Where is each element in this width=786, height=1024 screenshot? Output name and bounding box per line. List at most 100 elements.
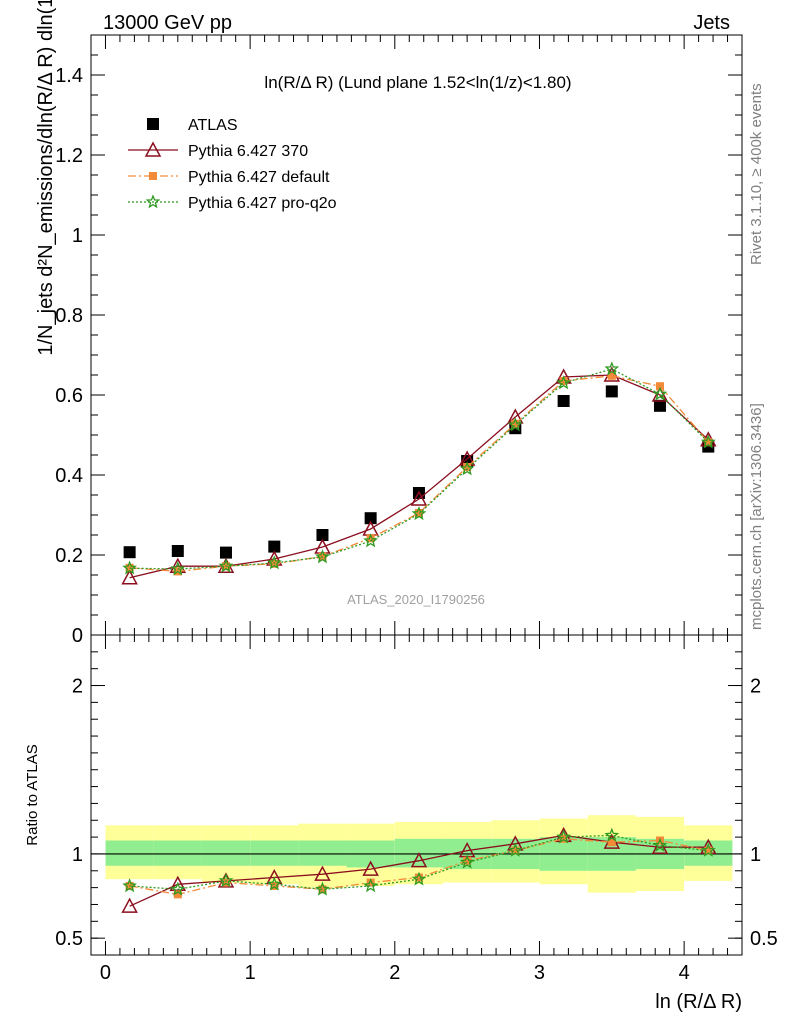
ratio-point-2-8: [507, 842, 523, 857]
ratio-point-0-0: [121, 897, 138, 913]
main-point-2-3: [270, 559, 279, 568]
main-point-2-10: [607, 371, 616, 380]
ratio-band-stat-3: [250, 840, 299, 866]
ratio-point-0-6: [410, 852, 428, 868]
ratio-point-2-3: [266, 876, 282, 891]
main-point-0-4: [316, 529, 329, 541]
ratio-point-2-9: [556, 829, 571, 844]
main-point-3-4: [315, 549, 330, 564]
main-ytick-label-1: 0.2: [55, 545, 83, 567]
main-point-2-7: [463, 463, 472, 471]
ratio-point-1-7: [463, 856, 472, 865]
legend-label-3: Pythia 6.427 pro-q2o: [188, 195, 337, 212]
main-point-3-8: [507, 417, 523, 432]
ratio-point-1-10: [607, 838, 616, 847]
ratio-ytick-label-right-0: 0.5: [750, 928, 778, 950]
main-point-0-9: [557, 395, 570, 407]
main-ytick-label-0: 0: [72, 625, 83, 647]
rivet-version-label: Rivet 3.1.10, ≥ 400k events: [748, 83, 765, 265]
ratio-point-2-6: [411, 871, 427, 886]
ratio-point-1-6: [414, 873, 423, 882]
ratio-ytick-label-0: 0.5: [55, 928, 83, 950]
main-ytick-label-4: 0.8: [55, 305, 83, 327]
main-series-1: [121, 366, 717, 585]
main-point-3-2: [218, 558, 234, 573]
ratio-xtick-label-3: 3: [534, 962, 545, 984]
ratio-point-1-8: [511, 846, 520, 855]
ratio-ytick-label-2: 2: [72, 676, 83, 698]
main-point-0-3: [268, 540, 281, 553]
legend-label-0: ATLAS: [188, 117, 238, 134]
ratio-point-0-1: [169, 875, 187, 892]
legend: ATLAS Pythia 6.427 370 Pythia 6.427 defaul…: [128, 117, 337, 212]
ratio-point-2-12: [700, 842, 716, 857]
main-point-2-5: [366, 534, 375, 543]
main-ylabel-text: 1/N_jets d²N_emissions/dln(R/Δ R) dln(1/…: [35, 0, 57, 356]
main-point-3-1: [170, 561, 186, 576]
ratio-band-stat-1: [153, 840, 202, 866]
ratio-point-2-11: [652, 837, 668, 852]
jets-label: Jets: [693, 12, 730, 34]
legend-marker-1: [144, 141, 162, 157]
ratio-point-2-4: [315, 881, 330, 896]
main-point-0-1: [171, 545, 184, 557]
legend-entry-1: Pythia 6.427 370: [128, 141, 308, 160]
ratio-point-2-7: [459, 854, 475, 869]
ratio-band-stat-0: [105, 840, 154, 866]
main-point-3-0: [122, 560, 137, 575]
main-point-2-12: [704, 438, 713, 447]
main-point-3-7: [459, 461, 475, 476]
main-ytick-label-7: 1.4: [55, 65, 83, 87]
main-point-0-11: [653, 399, 666, 412]
main-series-line-1: [129, 374, 709, 579]
analysis-watermark: ATLAS_2020_I1790256: [347, 592, 485, 607]
ratio-ytick-label-right-2: 2: [750, 676, 761, 698]
mcplots-label: mcplots.cern.ch [arXiv:1306.3436]: [748, 403, 765, 630]
main-ytick-label-3: 0.6: [55, 385, 83, 407]
ratio-panel: 0 1 2 3 4 0.5 0.5 1 1 2 2 Ratio to ATLAS ln (R/Δ R…: [24, 634, 778, 1013]
main-series-2: [125, 371, 713, 576]
main-point-3-3: [266, 555, 282, 570]
ratio-xtick-label-1: 1: [245, 962, 256, 984]
collision-label: 13000 GeV pp: [103, 12, 232, 34]
legend-entry-0: ATLAS: [147, 117, 238, 134]
ratio-point-2-2: [218, 873, 234, 888]
legend-marker-2: [149, 172, 157, 180]
ratio-point-2-1: [170, 881, 186, 896]
main-series-0: [123, 385, 715, 559]
main-point-3-9: [556, 375, 571, 390]
legend-entry-3: Pythia 6.427 pro-q2o: [128, 194, 337, 212]
legend-entry-2: Pythia 6.427 default: [128, 169, 330, 186]
ratio-point-2-0: [122, 878, 137, 893]
legend-label-1: Pythia 6.427 370: [188, 143, 308, 160]
ratio-point-0-5: [362, 860, 379, 876]
main-point-1-0: [121, 569, 138, 585]
ratio-point-1-5: [366, 878, 375, 887]
ratio-point-0-4: [314, 865, 331, 881]
ratio-point-1-9: [559, 834, 568, 843]
main-point-0-10: [605, 385, 618, 398]
ratio-frame: [90, 634, 743, 956]
ratio-xtick-label-4: 4: [679, 962, 690, 984]
main-point-2-8: [511, 419, 520, 428]
ratio-band-stat-2: [201, 840, 251, 866]
ratio-band-stat-4: [298, 840, 347, 866]
main-series-line-2: [129, 375, 709, 573]
ratio-point-1-4: [318, 885, 327, 894]
main-point-3-11: [652, 386, 668, 401]
main-point-3-12: [700, 434, 716, 449]
main-point-3-6: [411, 506, 427, 521]
main-ytick-label-6: 1.2: [55, 145, 83, 167]
main-point-2-9: [559, 377, 568, 385]
ratio-point-2-10: [604, 827, 620, 842]
main-series-line-3: [129, 368, 709, 570]
ratio-point-1-12: [704, 846, 713, 855]
ratio-series-2: [122, 827, 716, 896]
ratio-ytick-label-right-1: 1: [750, 844, 761, 866]
ratio-point-1-3: [270, 881, 279, 890]
ratio-ytick-label-1: 1: [72, 844, 83, 866]
ratio-ylabel: Ratio to ATLAS: [24, 744, 41, 845]
main-point-0-0: [123, 546, 136, 559]
legend-label-2: Pythia 6.427 default: [188, 169, 330, 186]
